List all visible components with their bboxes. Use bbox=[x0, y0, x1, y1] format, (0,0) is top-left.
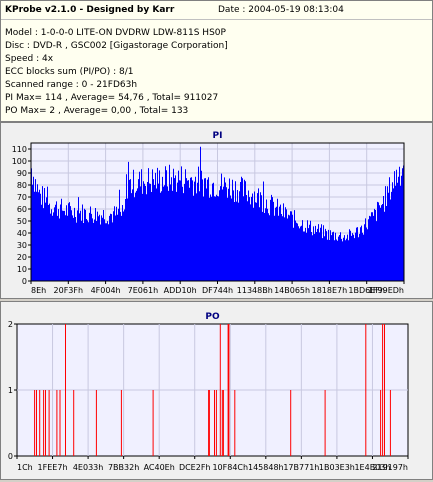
po-summary: PO Max= 2 , Average= 0,00 , Total= 133 bbox=[5, 106, 189, 116]
y-tick-label: 1 bbox=[8, 386, 13, 395]
y-tick-label: 60 bbox=[17, 205, 27, 214]
x-tick-label: 14B065h bbox=[274, 286, 310, 295]
x-tick-label: 7E061h bbox=[128, 286, 158, 295]
y-tick-label: 10 bbox=[17, 265, 27, 274]
x-tick-label: 1F99EDh bbox=[368, 286, 404, 295]
y-tick-label: 90 bbox=[17, 169, 27, 178]
x-tick-label: DCE2Fh bbox=[179, 463, 211, 472]
x-tick-label: 145848h bbox=[248, 463, 284, 472]
disc-info: Disc : DVD-R , GSC002 [Gigastorage Corpo… bbox=[5, 41, 228, 51]
x-tick-label: 4E033h bbox=[73, 463, 103, 472]
y-tick-label: 0 bbox=[8, 452, 13, 461]
info-panel: KProbe v2.1.0 - Designed by Karr Date : … bbox=[0, 0, 433, 122]
y-tick-label: 0 bbox=[22, 277, 27, 286]
x-tick-label: AC40Eh bbox=[144, 463, 175, 472]
x-tick-label: DF744h bbox=[202, 286, 233, 295]
x-tick-label: 10F84Ch bbox=[212, 463, 248, 472]
ecc-blocks: ECC blocks sum (PI/PO) : 8/1 bbox=[5, 67, 134, 77]
pi-summary: PI Max= 114 , Average= 54,76 , Total= 91… bbox=[5, 93, 219, 103]
x-tick-label: 1BD6EFh bbox=[348, 286, 385, 295]
x-tick-label: ADD10h bbox=[164, 286, 197, 295]
scanned-range: Scanned range : 0 - 21FD63h bbox=[5, 80, 138, 90]
y-tick-label: 2 bbox=[8, 320, 13, 329]
y-tick-label: 100 bbox=[12, 157, 27, 166]
scan-speed: Speed : 4x bbox=[5, 54, 54, 64]
x-tick-label: 219197h bbox=[372, 463, 408, 472]
scan-date: Date : 2004-05-19 08:13:04 bbox=[218, 5, 344, 15]
y-tick-label: 50 bbox=[17, 217, 27, 226]
x-tick-label: 1B03E3h bbox=[319, 463, 355, 472]
x-tick-label: 8Eh bbox=[31, 286, 46, 295]
x-tick-label: 1E4B03h bbox=[354, 463, 390, 472]
pi-chart-panel: PI 0 10 20 30 40 50 60 70 80 90 100 110 8Eh 20F3Fh 4F00… bbox=[0, 122, 433, 299]
chart-title: PI bbox=[213, 131, 223, 141]
chart-title: PO bbox=[205, 312, 220, 322]
y-tick-label: 40 bbox=[17, 229, 27, 238]
y-tick-label: 20 bbox=[17, 253, 27, 262]
x-tick-label: 7BB32h bbox=[108, 463, 139, 472]
x-tick-label: 4F004h bbox=[91, 286, 121, 295]
x-tick-label: 1FEE7h bbox=[38, 463, 68, 472]
y-tick-label: 80 bbox=[17, 181, 27, 190]
po-chart-panel: PO 0 1 2 1Ch 1FEE7h 4E033h 7BB32h AC40Eh DCE2Fh 10… bbox=[0, 301, 433, 480]
x-tick-label: 11348Bh bbox=[237, 286, 273, 295]
y-tick-label: 70 bbox=[17, 193, 27, 202]
divider bbox=[1, 19, 432, 20]
drive-model: Model : 1-0-0-0 LITE-ON DVDRW LDW-811S H… bbox=[5, 28, 226, 38]
y-tick-label: 30 bbox=[17, 241, 27, 250]
x-tick-label: 20F3Fh bbox=[54, 286, 84, 295]
x-tick-label: 1Ch bbox=[17, 463, 33, 472]
x-tick-label: 17B771h bbox=[283, 463, 319, 472]
po-chart: PO 0 1 2 1Ch 1FEE7h 4E033h 7BB32h AC40Eh DCE2Fh 10… bbox=[8, 312, 409, 472]
y-tick-label: 110 bbox=[12, 145, 27, 154]
plot-border bbox=[30, 142, 405, 282]
pi-chart: PI 0 10 20 30 40 50 60 70 80 90 100 110 8Eh 20F3Fh 4F00… bbox=[12, 131, 405, 295]
x-tick-label: 1818E7h bbox=[312, 286, 348, 295]
app-title: KProbe v2.1.0 - Designed by Karr bbox=[5, 5, 175, 15]
